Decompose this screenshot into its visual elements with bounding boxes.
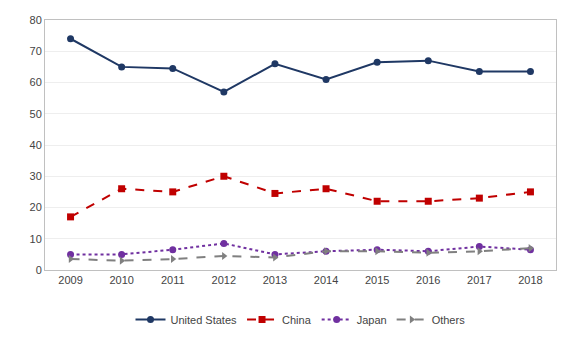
svg-text:20: 20 xyxy=(30,201,42,213)
svg-text:China: China xyxy=(282,314,312,326)
svg-text:2016: 2016 xyxy=(416,274,440,286)
svg-text:40: 40 xyxy=(30,139,42,151)
svg-text:0: 0 xyxy=(36,264,42,276)
svg-text:2013: 2013 xyxy=(263,274,287,286)
svg-text:30: 30 xyxy=(30,170,42,182)
svg-text:Japan: Japan xyxy=(357,314,387,326)
svg-text:United States: United States xyxy=(171,314,238,326)
svg-text:2012: 2012 xyxy=(212,274,236,286)
svg-text:2009: 2009 xyxy=(58,274,82,286)
svg-text:60: 60 xyxy=(30,76,42,88)
svg-text:2010: 2010 xyxy=(109,274,133,286)
svg-text:80: 80 xyxy=(30,14,42,26)
svg-text:Others: Others xyxy=(432,314,466,326)
svg-text:10: 10 xyxy=(30,233,42,245)
svg-text:50: 50 xyxy=(30,108,42,120)
svg-text:70: 70 xyxy=(30,45,42,57)
svg-text:2015: 2015 xyxy=(365,274,389,286)
svg-text:2018: 2018 xyxy=(518,274,542,286)
svg-text:2011: 2011 xyxy=(161,274,185,286)
svg-text:2017: 2017 xyxy=(467,274,491,286)
svg-text:2014: 2014 xyxy=(314,274,338,286)
